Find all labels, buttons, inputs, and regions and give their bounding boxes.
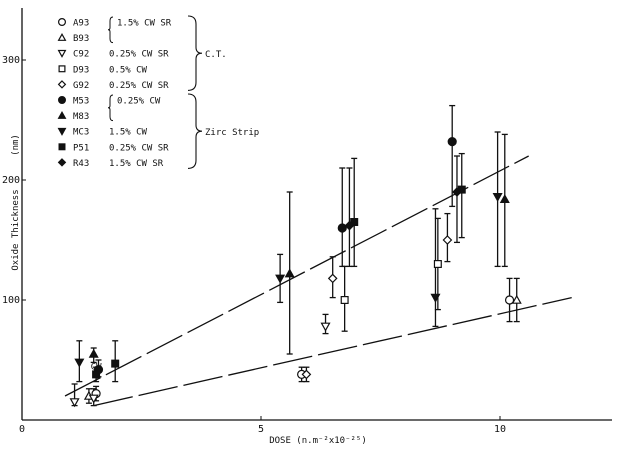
legend-code-c92: C92 bbox=[73, 50, 89, 60]
legend-code-d93: D93 bbox=[73, 65, 89, 75]
point-p51-0 bbox=[92, 370, 101, 379]
point-m83-1 bbox=[284, 268, 295, 278]
legend-note-a93: 1.5% CW SR bbox=[117, 19, 172, 29]
point-m83-2 bbox=[499, 193, 510, 203]
legend-code-m83: M83 bbox=[73, 112, 89, 122]
legend-note-d93: 0.5% CW bbox=[109, 65, 148, 75]
legend-group-brace-0 bbox=[187, 15, 203, 91]
legend-marker-b93 bbox=[57, 32, 67, 41]
legend-note-r43: 1.5% CW SR bbox=[109, 159, 164, 169]
point-mc3-3 bbox=[492, 193, 503, 203]
legend-code-r43: R43 bbox=[73, 159, 89, 169]
point-c92-0 bbox=[69, 398, 80, 408]
legend-code-g92: G92 bbox=[73, 81, 89, 91]
y-tick-label-300: 300 bbox=[2, 55, 20, 66]
legend-marker-a93 bbox=[57, 18, 66, 27]
point-g92-0 bbox=[301, 369, 312, 380]
y-axis-unit: (nm) bbox=[11, 134, 21, 156]
point-mc3-0 bbox=[74, 358, 85, 368]
x-tick-label-0: 0 bbox=[19, 424, 25, 435]
point-d93-0 bbox=[340, 296, 349, 305]
axis-labels: DOSE (n.m⁻²x10⁻²⁵) Oxide Thickness (nm) bbox=[11, 134, 367, 446]
point-p51-1 bbox=[111, 359, 120, 368]
legend-marker-c92 bbox=[57, 49, 67, 58]
legend-marker-m53 bbox=[57, 95, 66, 104]
data-points: CW bbox=[69, 137, 522, 408]
fit-line-lower bbox=[93, 296, 572, 407]
point-m83-0 bbox=[88, 348, 99, 358]
legend-note-g92: 0.25% CW SR bbox=[109, 81, 169, 91]
x-tick-label-5: 5 bbox=[258, 424, 264, 435]
legend-code-a93: A93 bbox=[73, 19, 89, 29]
point-p51-2 bbox=[350, 218, 359, 227]
legend-group-brace-1 bbox=[187, 93, 203, 169]
point-g92-2 bbox=[442, 235, 453, 245]
y-axis-label: Oxide Thickness bbox=[11, 189, 21, 270]
x-tick-label-10: 10 bbox=[494, 424, 506, 435]
legend: A93 1.5% CW SR B93 C92 0.25% CW SR D93 0.5% CW… bbox=[57, 15, 259, 169]
legend-code-p51: P51 bbox=[73, 143, 89, 153]
legend-note-p51: 0.25% CW SR bbox=[109, 143, 169, 153]
legend-group-label-0: C.T. bbox=[205, 50, 227, 60]
point-g92-1 bbox=[327, 273, 338, 284]
point-m53-1 bbox=[337, 223, 347, 233]
point-mc3-2 bbox=[430, 293, 441, 303]
point-mc3-1 bbox=[275, 274, 286, 284]
point-a93-2 bbox=[504, 295, 515, 305]
point-r43-1 bbox=[452, 187, 462, 197]
fit-lines bbox=[64, 155, 572, 407]
point-d93-1 bbox=[433, 260, 442, 269]
y-tick-label-200: 200 bbox=[2, 175, 20, 186]
legend-marker-mc3 bbox=[57, 127, 67, 136]
legend-brace-a93-b93 bbox=[107, 16, 114, 44]
legend-code-b93: B93 bbox=[73, 34, 89, 44]
legend-group-label-1: Zirc Strip bbox=[205, 128, 259, 138]
legend-note-c92: 0.25% CW SR bbox=[109, 50, 169, 60]
legend-brace-m53-m83 bbox=[107, 94, 114, 122]
axes: 0 5 10 100 200 300 bbox=[2, 8, 612, 435]
legend-note-mc3: 1.5% CW bbox=[109, 128, 148, 138]
point-m53-2 bbox=[447, 137, 457, 147]
legend-marker-p51 bbox=[58, 143, 66, 151]
legend-code-m53: M53 bbox=[73, 97, 89, 107]
x-axis-label: DOSE (n.m⁻²x10⁻²⁵) bbox=[269, 436, 367, 446]
legend-code-mc3: MC3 bbox=[73, 128, 89, 138]
point-c92-1 bbox=[88, 394, 99, 404]
legend-note-m53: 0.25% CW bbox=[117, 97, 161, 107]
legend-marker-d93 bbox=[58, 65, 66, 73]
point-c92-2 bbox=[320, 322, 331, 332]
fit-line-upper bbox=[64, 155, 529, 397]
point-b93-1 bbox=[511, 294, 522, 304]
point-r43-0 bbox=[344, 220, 355, 231]
y-tick-label-100: 100 bbox=[2, 295, 20, 306]
annotation-0: CW bbox=[91, 363, 102, 373]
legend-marker-r43 bbox=[57, 158, 67, 167]
legend-marker-g92 bbox=[57, 80, 67, 89]
legend-marker-m83 bbox=[57, 110, 67, 119]
